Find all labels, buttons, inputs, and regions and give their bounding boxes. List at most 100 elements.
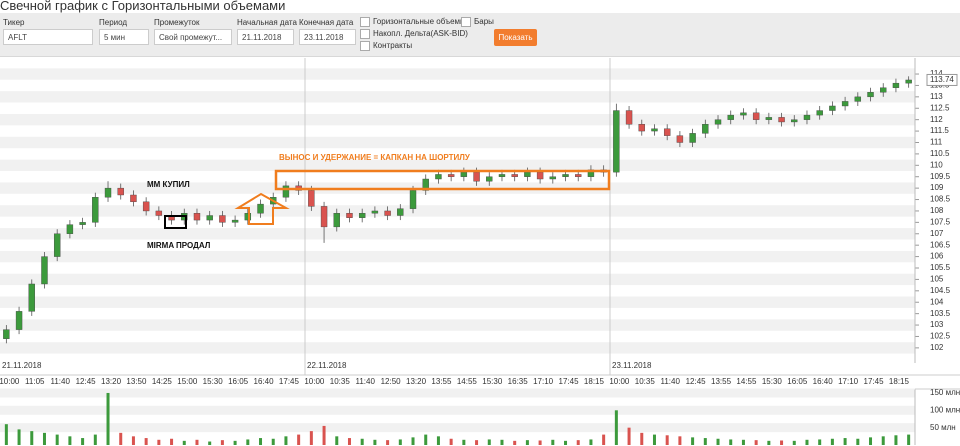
grid-band <box>0 423 915 433</box>
y-tick-label: 106.5 <box>930 240 951 249</box>
page-title: Свечной график с Горизонтальными объемам… <box>0 0 286 13</box>
volume-bar <box>538 440 542 445</box>
checkbox[interactable]: Горизонтальные объемы <box>360 17 466 27</box>
x-tick-label: 13:20 <box>101 377 122 386</box>
y-tick-label: 104 <box>930 297 944 306</box>
candle-body <box>867 92 874 98</box>
grid-band <box>0 228 915 240</box>
annotation-arrow <box>234 192 290 225</box>
volume-bar <box>284 436 288 445</box>
x-tick-label: 12:50 <box>381 377 402 386</box>
range-select[interactable]: Свой промежут... <box>154 29 232 45</box>
volume-bar <box>627 427 631 445</box>
x-tick-label: 15:00 <box>177 377 198 386</box>
volume-bar <box>208 441 212 445</box>
x-tick-label: 10:35 <box>330 377 351 386</box>
candle-body <box>3 329 10 339</box>
candle-body <box>41 256 48 285</box>
candle-body <box>714 119 722 125</box>
volume-bar <box>614 410 618 445</box>
volume-bar <box>322 425 326 445</box>
volume-bar <box>271 438 275 445</box>
candle-body <box>473 171 480 182</box>
volume-bar <box>500 439 504 445</box>
x-tick-label: 11:40 <box>355 377 375 386</box>
x-tick-label: 13:20 <box>406 377 427 386</box>
label: Промежуток <box>154 18 200 27</box>
volume-bar <box>691 437 695 445</box>
candle-body <box>79 222 86 225</box>
candle-body <box>702 124 709 134</box>
grid-band <box>0 273 915 286</box>
x-tick-label: 10:00 <box>609 377 630 386</box>
candle-body <box>371 210 379 214</box>
candle-body <box>15 311 23 330</box>
x-tick-label: 13:55 <box>431 377 452 386</box>
candle-body <box>638 124 645 132</box>
candle-body <box>536 171 544 180</box>
candle-body <box>803 114 811 120</box>
grid-band <box>0 159 915 172</box>
candle-body <box>358 213 366 218</box>
checkbox[interactable]: Накопл. Дельта(ASK-BID) <box>360 29 468 39</box>
header: Свечной график с Горизонтальными объемам… <box>0 0 960 58</box>
volume-bar <box>93 434 97 445</box>
start-date[interactable]: 21.11.2018 <box>237 29 294 45</box>
candle-body <box>435 174 442 180</box>
volume-bar <box>869 437 873 445</box>
volume-bar <box>652 434 656 445</box>
volume-tick-label: 150 млн <box>930 388 960 397</box>
volume-bar <box>106 392 110 445</box>
last-price-box <box>926 73 958 86</box>
grid-band <box>0 405 915 415</box>
candle-body <box>206 215 213 221</box>
y-tick-label: 102.5 <box>930 332 951 341</box>
checkbox[interactable]: Контракты <box>360 41 412 51</box>
candle-body <box>422 178 429 191</box>
volume-bar <box>182 440 186 445</box>
grid-band <box>0 296 915 308</box>
volume-bar <box>55 434 59 445</box>
candle-body <box>816 110 823 116</box>
x-tick-label: 15:30 <box>482 377 503 386</box>
x-tick-label: 11:40 <box>660 377 680 386</box>
y-tick-label: 108.5 <box>930 195 951 204</box>
grid-band <box>0 342 915 354</box>
x-tick-label: 12:45 <box>76 377 97 386</box>
candle-body <box>130 194 137 203</box>
candle-body <box>778 117 785 123</box>
y-tick-label: 112.5 <box>930 103 950 112</box>
x-tick-label: 16:05 <box>787 377 808 386</box>
end-date[interactable]: 23.11.2018 <box>299 29 356 45</box>
volume-bar <box>411 437 415 445</box>
volume-bar <box>513 440 517 445</box>
show-button[interactable]: Показать <box>494 29 537 46</box>
candle-body <box>562 174 569 177</box>
volume-bar <box>170 438 174 445</box>
volume-bar <box>805 439 809 445</box>
ticker-input[interactable]: AFLT <box>3 29 93 45</box>
candle-body <box>409 190 417 209</box>
x-tick-label: 10:00 <box>0 377 20 386</box>
x-tick-label: 14:25 <box>152 377 173 386</box>
volume-bar <box>818 439 822 445</box>
y-tick-label: 110.5 <box>930 149 950 158</box>
x-tick-label: 17:10 <box>533 377 554 386</box>
period-select[interactable]: 5 мин <box>99 29 149 45</box>
volume-bar <box>830 438 834 445</box>
candle-body <box>575 174 582 177</box>
annotation: ВЫНОС И УДЕРЖАНИЕ = КАПКАН НА ШОРТИЛУ <box>279 153 471 162</box>
volume-bar <box>856 438 860 445</box>
x-tick-label: 14:55 <box>457 377 478 386</box>
y-tick-label: 113 <box>930 92 943 101</box>
volume-bar <box>475 440 479 445</box>
volume-bar <box>119 432 123 445</box>
candle-body <box>142 201 150 212</box>
volume-bar <box>602 434 606 445</box>
volume-bar <box>780 440 784 445</box>
checkbox[interactable]: Бары <box>461 17 494 27</box>
candle-body <box>892 82 900 88</box>
x-tick-label: 16:35 <box>508 377 529 386</box>
y-tick-label: 109.5 <box>930 172 951 181</box>
